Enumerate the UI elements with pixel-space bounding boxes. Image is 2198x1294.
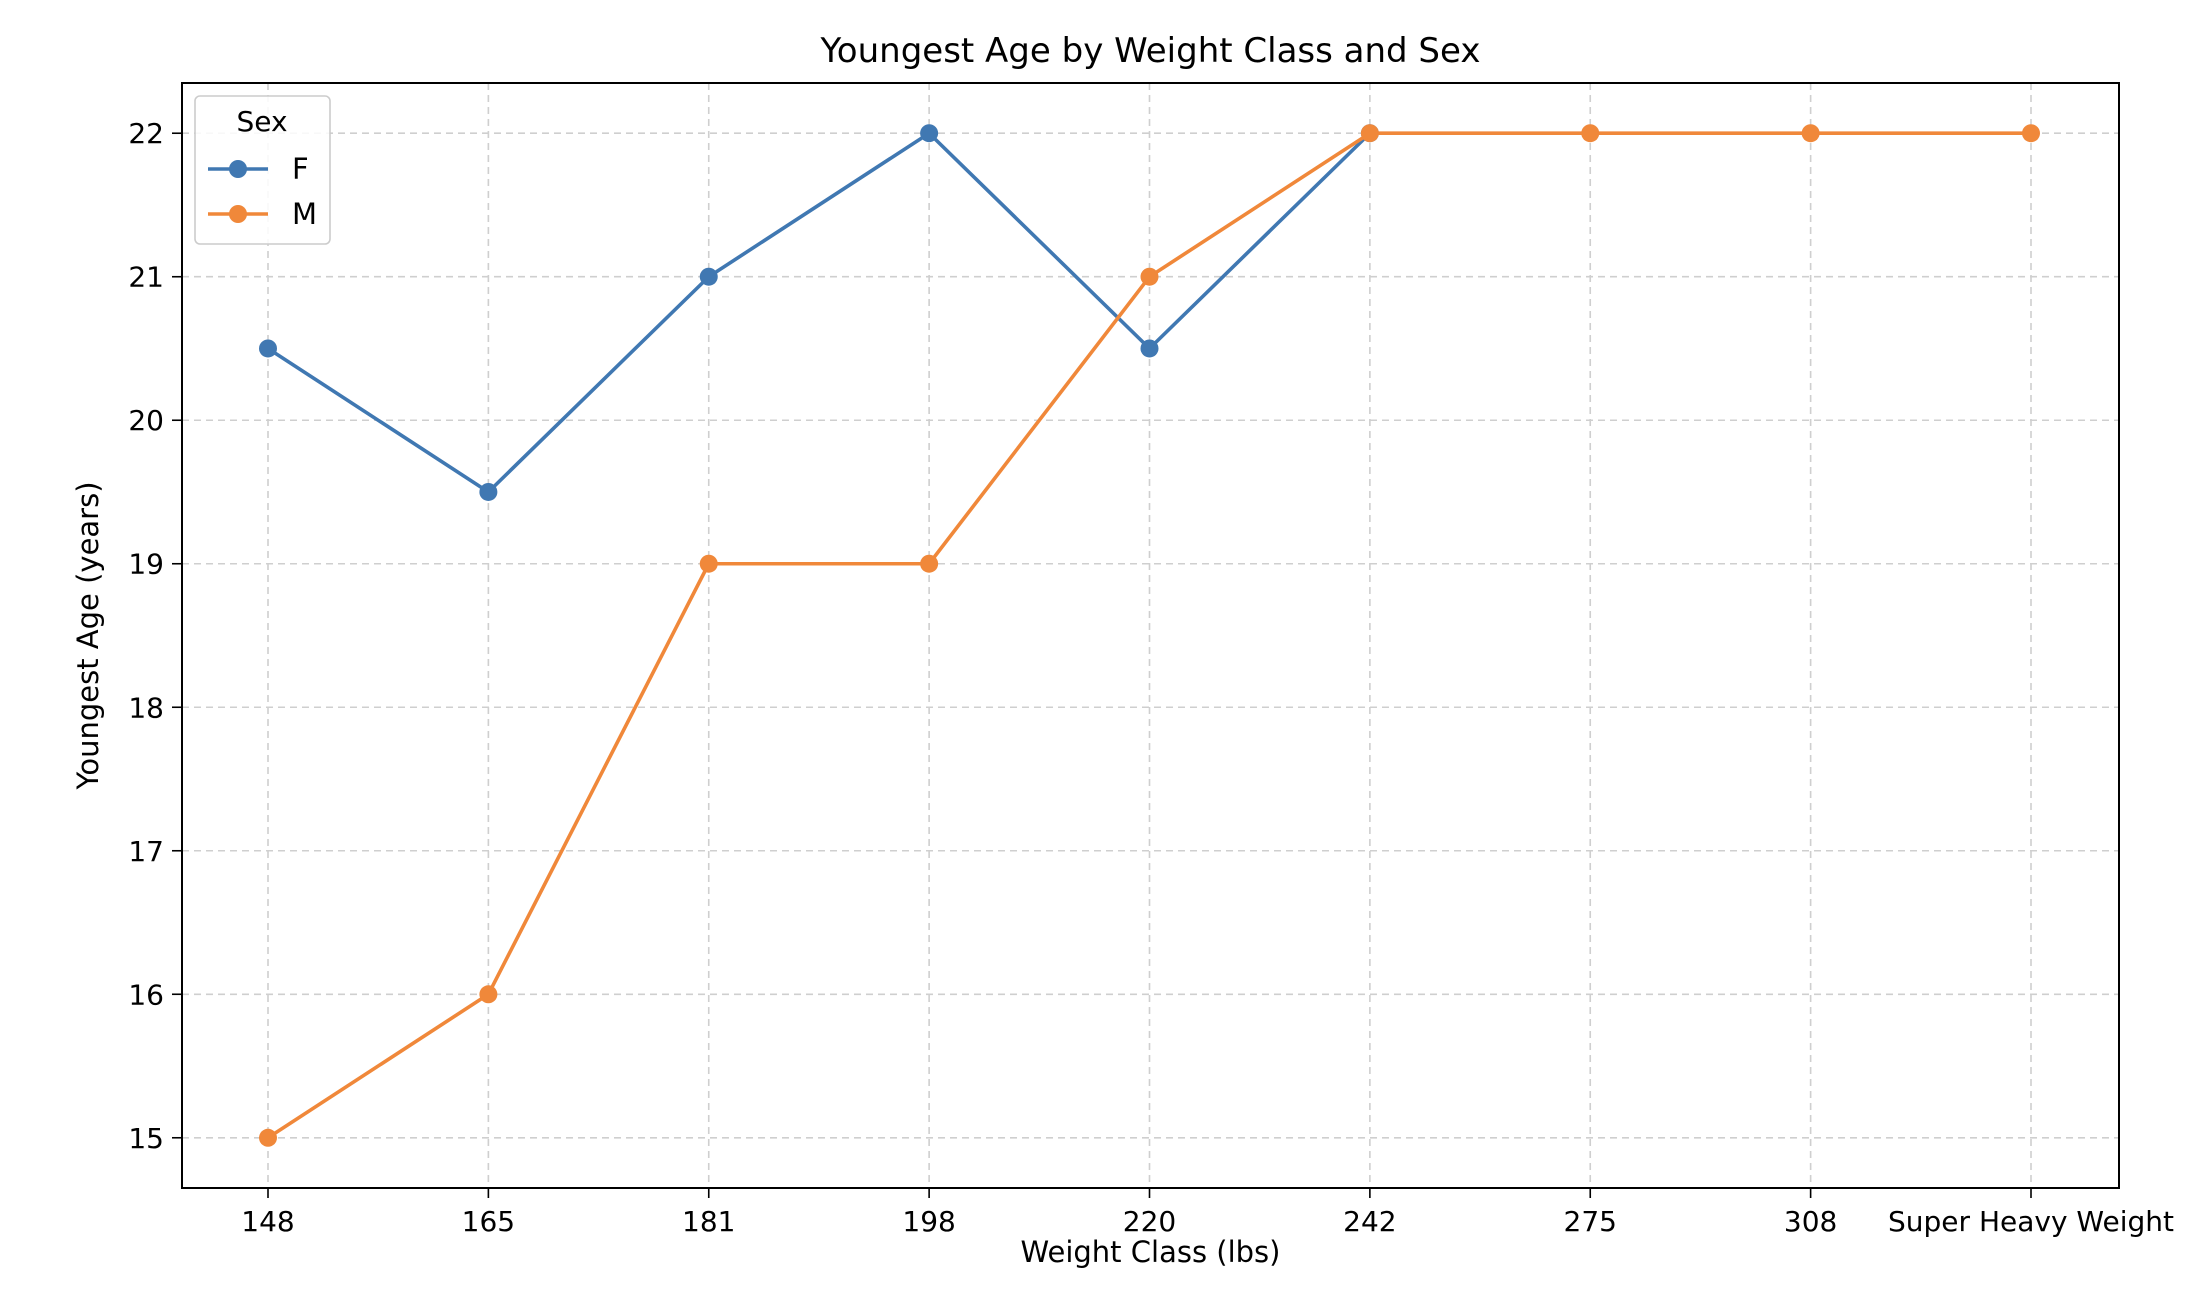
data-point-M [920, 554, 939, 573]
y-tick-label: 19 [128, 548, 164, 581]
x-tick-label: 165 [462, 1205, 515, 1238]
data-point-F [479, 482, 498, 501]
plot-area-frame [181, 82, 2120, 1189]
y-tick-label: 17 [128, 835, 164, 868]
legend-title: Sex [236, 105, 287, 138]
data-point-M [1801, 124, 1820, 143]
series-lines [259, 124, 2040, 1147]
data-point-M [699, 554, 718, 573]
y-tick-label: 16 [128, 978, 164, 1011]
y-axis-label: Youngest Age (years) [71, 481, 105, 790]
x-tick-label: 275 [1564, 1205, 1617, 1238]
data-point-M [259, 1128, 277, 1147]
data-point-F [259, 339, 277, 358]
x-tick-label: 198 [902, 1205, 955, 1238]
data-point-M [1140, 267, 1159, 286]
x-tick-label: Super Heavy Weight [1888, 1205, 2174, 1238]
legend-label-M: M [292, 197, 317, 231]
y-tick-label: 18 [128, 691, 164, 724]
data-point-M [479, 985, 498, 1004]
data-point-M [1360, 124, 1379, 143]
series-line-F [267, 131, 1372, 494]
legend-marker-F [229, 160, 247, 178]
x-tick-label: 220 [1123, 1205, 1176, 1238]
x-tick-label: 242 [1343, 1205, 1396, 1238]
grid-lines [182, 83, 2119, 1188]
data-point-F [920, 124, 939, 143]
axes: 148 165 181 198 220 242 275 308 Super Heavy Weig… [128, 117, 2174, 1238]
data-point-F [699, 267, 718, 286]
y-tick-label: 21 [128, 261, 164, 294]
data-point-M [1581, 124, 1600, 143]
y-tick-label: 22 [128, 117, 164, 150]
x-axis-label: Weight Class (lbs) [1021, 1235, 1281, 1269]
data-point-M [2022, 124, 2040, 143]
x-tick-label: 181 [682, 1205, 735, 1238]
x-tick-label: 308 [1784, 1205, 1837, 1238]
y-tick-label: 15 [128, 1122, 164, 1155]
y-tick-label: 20 [128, 404, 164, 437]
legend-label-F: F [292, 152, 309, 186]
data-point-F [1140, 339, 1159, 358]
x-tick-label: 148 [241, 1205, 294, 1238]
legend-marker-M [229, 205, 247, 223]
chart-title: Youngest Age by Weight Class and Sex [820, 31, 1481, 71]
